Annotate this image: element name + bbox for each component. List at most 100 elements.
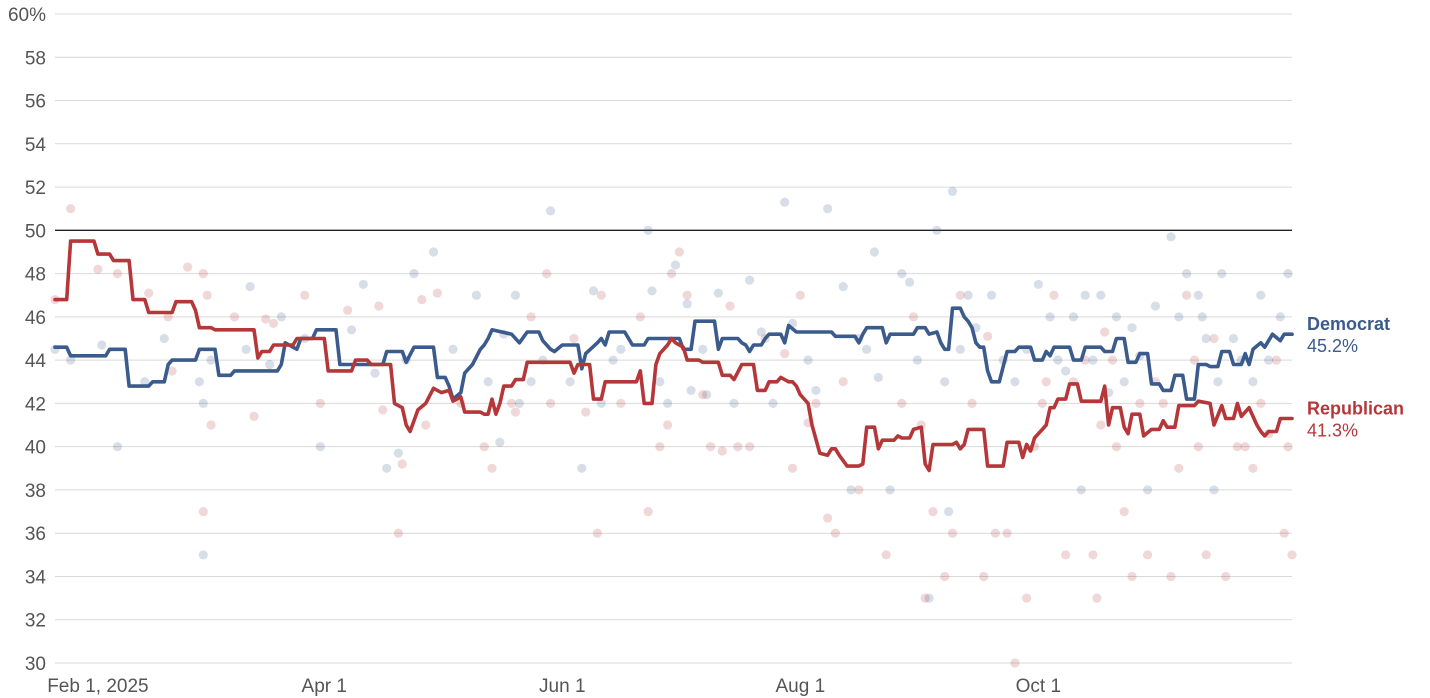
republican-poll-point <box>510 407 521 417</box>
democrat-poll-point <box>768 398 778 408</box>
republican-poll-point <box>315 398 325 408</box>
republican-poll-point <box>268 318 279 328</box>
x-axis: Feb 1, 2025 Apr 1 Jun 1 Aug 1 Oct 1 <box>47 676 1061 697</box>
democrat-poll-point <box>869 247 880 257</box>
republican-poll-point <box>198 506 208 517</box>
democrat-poll-point <box>1248 377 1258 387</box>
democrat-poll-point <box>608 355 618 365</box>
republican-poll-point <box>1096 420 1106 430</box>
democrat-poll-point <box>66 355 76 365</box>
democrat-poll-point <box>932 225 942 235</box>
horizontal-gridlines <box>55 13 1292 664</box>
republican-poll-point <box>1061 550 1071 560</box>
democrat-poll-point <box>940 377 950 387</box>
democrat-poll-point <box>514 398 524 408</box>
republican-poll-point <box>1209 333 1219 344</box>
democrat-poll-point <box>655 377 665 387</box>
republican-poll-point <box>1119 506 1129 517</box>
democrat-poll-point <box>393 448 403 458</box>
republican-poll-point <box>897 398 907 408</box>
republican-poll-point <box>811 398 821 408</box>
republican-poll-point <box>592 528 603 538</box>
republican-poll-point <box>967 398 977 408</box>
republican-poll-point <box>787 463 798 473</box>
democrat-poll-point <box>1045 312 1055 322</box>
democrat-poll-point <box>448 344 458 354</box>
republican-poll-point <box>581 407 591 417</box>
republican-poll-point <box>1174 463 1184 473</box>
democrat-poll-point <box>686 385 696 396</box>
republican-poll-point <box>1127 571 1137 582</box>
republican-poll-point <box>979 571 989 582</box>
republican-poll-point <box>374 301 384 311</box>
democrat-poll-point <box>194 377 204 387</box>
republican-poll-point <box>1002 528 1012 538</box>
average-lines <box>53 239 1294 473</box>
x-tick-label: Jun 1 <box>539 676 585 697</box>
democrat-poll-point <box>510 290 521 300</box>
democrat-poll-point <box>265 359 275 370</box>
democrat-poll-point <box>647 286 657 296</box>
democrat-poll-point <box>159 333 169 344</box>
democrat-poll-point <box>1068 312 1079 322</box>
democrat-poll-point <box>897 269 907 279</box>
democrat-poll-point <box>803 355 813 365</box>
republican-poll-point <box>167 366 177 376</box>
democrat-poll-point <box>1228 333 1239 344</box>
democrat-poll-point <box>588 286 599 296</box>
democrat-poll-point <box>140 377 150 387</box>
republican-poll-point <box>66 204 76 214</box>
republican-poll-point <box>421 420 431 430</box>
republican-poll-point <box>1111 442 1122 452</box>
x-tick-label: Feb 1, 2025 <box>47 676 148 697</box>
y-tick-label: 36 <box>25 524 46 545</box>
democrat-poll-point <box>756 327 766 337</box>
republican-poll-point <box>666 269 677 279</box>
democrat-poll-point <box>1182 269 1192 279</box>
republican-poll-point <box>378 405 388 415</box>
democrat-poll-point <box>963 290 973 300</box>
republican-poll-point <box>432 288 443 298</box>
republican-poll-point <box>1010 658 1020 668</box>
democrat-poll-point <box>1174 312 1184 322</box>
republican-poll-point <box>249 411 259 421</box>
democrat-poll-point <box>698 344 708 354</box>
democrat-poll-point <box>577 463 587 473</box>
y-tick-label: 40 <box>25 438 46 459</box>
republican-poll-point <box>1143 550 1153 560</box>
democrat-poll-point <box>780 197 790 207</box>
democrat-poll-point <box>811 385 821 396</box>
republican-poll-point <box>928 506 938 517</box>
republican-poll-point <box>1158 398 1168 408</box>
democrat-poll-point <box>713 288 723 298</box>
republican-poll-point <box>725 301 735 311</box>
republican-poll-point <box>838 377 848 387</box>
democrat-poll-point <box>1111 312 1122 322</box>
republican-poll-point <box>955 290 965 300</box>
y-tick-label: 58 <box>25 48 46 69</box>
democrat-poll-point <box>904 277 915 287</box>
democrat-poll-point <box>97 340 107 350</box>
democrat-poll-point <box>986 290 997 300</box>
republican-end-name: Republican <box>1307 399 1404 419</box>
republican-poll-point <box>261 314 271 324</box>
democrat-poll-point <box>346 325 357 335</box>
democrat-poll-point <box>1166 232 1176 242</box>
democrat-poll-point <box>241 344 251 354</box>
republican-poll-point <box>1022 593 1032 603</box>
poll-points <box>50 186 1297 668</box>
republican-poll-point <box>1271 355 1281 365</box>
democrat-poll-point <box>1150 301 1161 311</box>
democrat-poll-point <box>495 437 505 447</box>
democrat-poll-point <box>112 442 123 452</box>
democrat-poll-point <box>643 225 653 235</box>
democrat-poll-point <box>947 186 958 196</box>
republican-poll-point <box>655 442 665 452</box>
republican-poll-point <box>947 528 958 538</box>
republican-end-value: 41.3% <box>1307 421 1358 441</box>
republican-poll-point <box>1049 290 1059 300</box>
republican-poll-point <box>705 442 716 452</box>
republican-poll-point <box>343 305 353 315</box>
y-tick-label: 32 <box>25 611 46 632</box>
